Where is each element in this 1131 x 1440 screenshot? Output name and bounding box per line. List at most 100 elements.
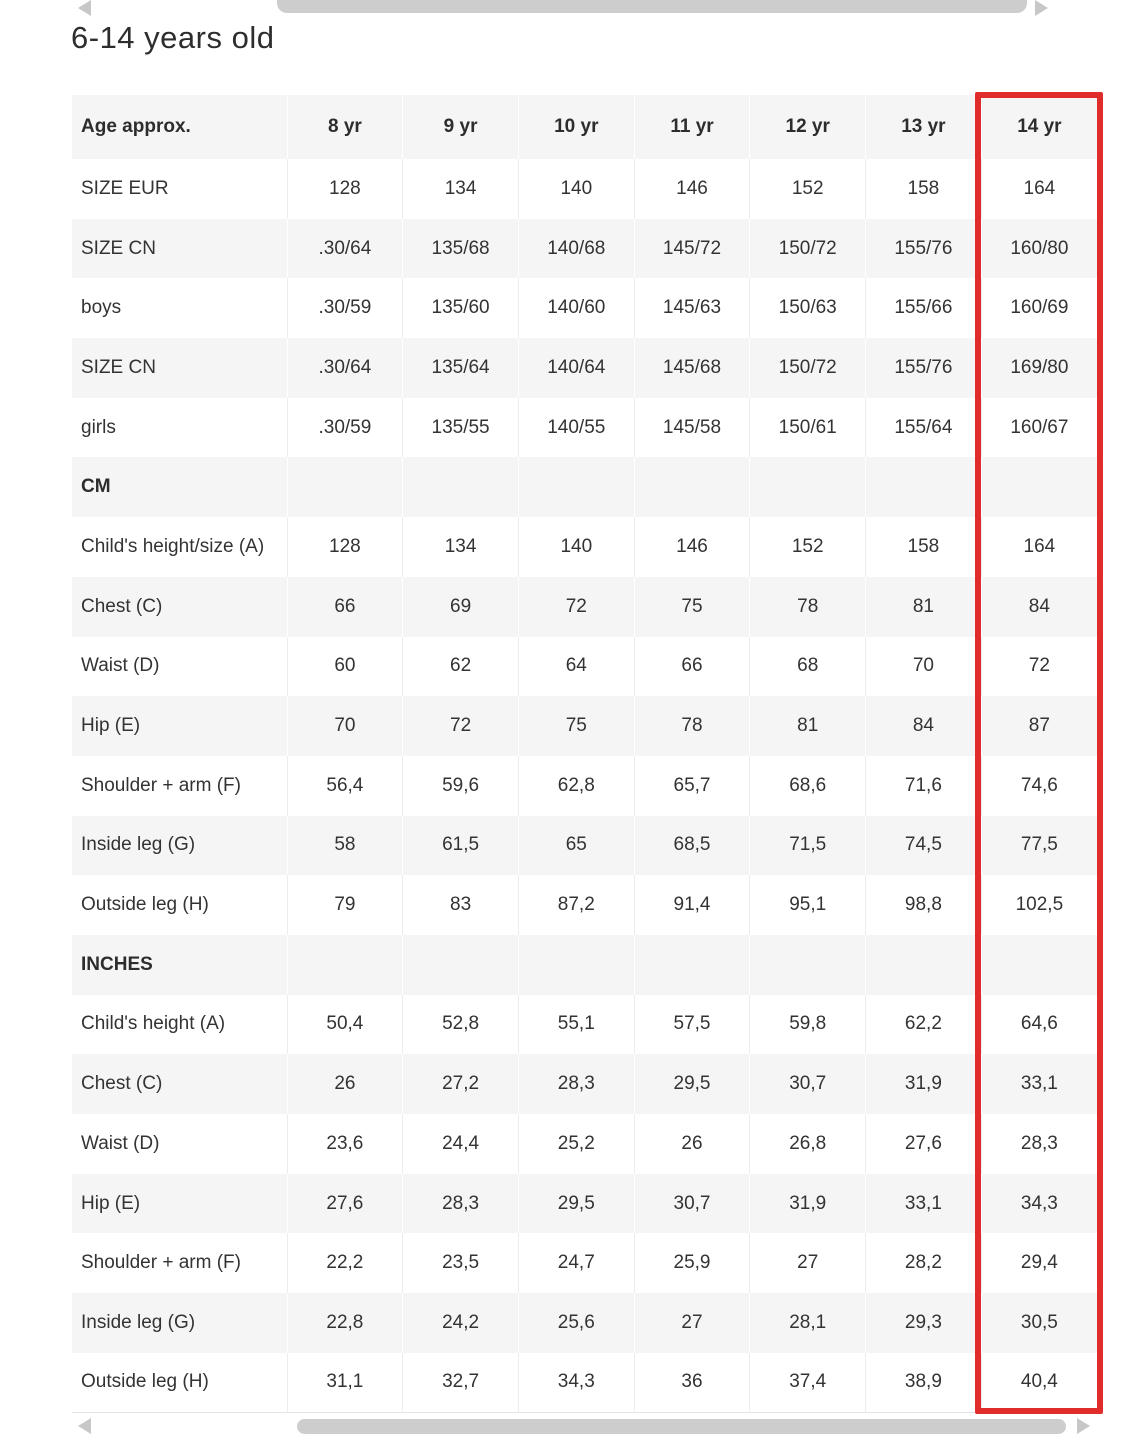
cell: 78 [633, 696, 750, 756]
cell: 61,5 [402, 815, 519, 876]
cell: 140/60 [517, 278, 635, 339]
cell: 145/63 [633, 278, 750, 339]
cell: 27 [633, 1293, 750, 1353]
cell: 146 [633, 517, 750, 577]
cell: 68,5 [633, 815, 750, 876]
cell: 164 [980, 517, 1097, 577]
cell: 158 [865, 517, 982, 577]
cell: 160/69 [980, 278, 1097, 339]
cell: 72 [980, 636, 1097, 697]
table-row: girls .30/59 135/55 140/55 145/58 150/61 155/6… [72, 397, 1097, 458]
cell: 27 [749, 1233, 866, 1294]
row-label: CM [81, 476, 111, 498]
cell: 28,3 [517, 1054, 635, 1114]
cell [286, 934, 403, 995]
cell: 160/80 [980, 218, 1097, 279]
cell: 26 [286, 1054, 403, 1114]
cell: 128 [286, 159, 403, 219]
row-label: Chest (C) [81, 1073, 163, 1095]
cell: 135/55 [402, 397, 519, 458]
section-header-row: CM [72, 457, 1097, 518]
table-header-row: Age approx. 8 yr 9 yr 10 yr 11 yr 12 yr 13 yr 1… [72, 95, 1097, 159]
row-label: Chest (C) [81, 595, 163, 617]
cell: 58 [286, 815, 403, 876]
row-label: Outside leg (H) [81, 1371, 209, 1393]
cell [865, 934, 982, 995]
cell: 98,8 [865, 875, 982, 935]
cell: 22,8 [286, 1293, 403, 1353]
chevron-left-icon[interactable] [78, 0, 91, 16]
row-label: Shoulder + arm (F) [81, 774, 241, 796]
column-header: 11 yr [633, 95, 750, 159]
cell: 70 [286, 696, 403, 756]
horizontal-scrollbar-thumb[interactable] [297, 1419, 1066, 1434]
cell: 150/72 [749, 218, 866, 279]
cell: 24,2 [402, 1293, 519, 1353]
row-label: Waist (D) [81, 655, 160, 677]
cell: 150/61 [749, 397, 866, 458]
cell: .30/59 [286, 397, 403, 458]
cell: 28,1 [749, 1293, 866, 1353]
cell: 74,5 [865, 815, 982, 876]
cell: 72 [402, 696, 519, 756]
row-label: Hip (E) [81, 1192, 141, 1214]
table-row: Outside leg (H) 31,1 32,7 34,3 36 37,4 38,9 40,… [72, 1352, 1097, 1413]
chevron-right-icon[interactable] [1077, 1418, 1090, 1434]
cell: 31,9 [749, 1173, 866, 1234]
cell: 68 [749, 636, 866, 697]
cell: 83 [402, 875, 519, 935]
cell: 34,3 [980, 1173, 1097, 1234]
cell: 134 [402, 517, 519, 577]
cell: 37,4 [749, 1352, 866, 1413]
cell [633, 457, 750, 518]
table-row: Waist (D) 60 62 64 66 68 70 72 [72, 636, 1097, 697]
cell: 150/63 [749, 278, 866, 339]
cell: 29,4 [980, 1233, 1097, 1294]
cell: 81 [749, 696, 866, 756]
page-title: 6-14 years old [71, 20, 275, 55]
row-label: SIZE EUR [81, 177, 169, 199]
cell: 50,4 [286, 994, 403, 1055]
cell: 55,1 [517, 994, 635, 1055]
cell: 160/67 [980, 397, 1097, 458]
cell: 75 [633, 576, 750, 637]
cell: 102,5 [980, 875, 1097, 935]
row-label: SIZE CN [81, 237, 156, 259]
cell: 27,6 [865, 1114, 982, 1174]
cell: 78 [749, 576, 866, 637]
cell: 128 [286, 517, 403, 577]
cell: 64 [517, 636, 635, 697]
cell: 152 [749, 159, 866, 219]
cell: 155/76 [865, 218, 982, 279]
cell: 30,7 [749, 1054, 866, 1114]
cell: 152 [749, 517, 866, 577]
chevron-right-icon[interactable] [1035, 0, 1048, 16]
cell: 59,6 [402, 755, 519, 816]
cell: 65,7 [633, 755, 750, 816]
cell: 26 [633, 1114, 750, 1174]
cell: 91,4 [633, 875, 750, 935]
cell: 158 [865, 159, 982, 219]
cell: 28,3 [402, 1173, 519, 1234]
table-row: SIZE CN .30/64 135/68 140/68 145/72 150/72 155… [72, 218, 1097, 279]
chevron-left-icon[interactable] [78, 1418, 91, 1434]
cell: 145/58 [633, 397, 750, 458]
cell: 26,8 [749, 1114, 866, 1174]
cell: 145/68 [633, 338, 750, 398]
cell [865, 457, 982, 518]
cell: 134 [402, 159, 519, 219]
table-row: Waist (D) 23,6 24,4 25,2 26 26,8 27,6 28,3 [72, 1114, 1097, 1174]
table-row: Outside leg (H) 79 83 87,2 91,4 95,1 98,8 102,5 [72, 875, 1097, 935]
cell: 140/64 [517, 338, 635, 398]
cell: 22,2 [286, 1233, 403, 1294]
cell: 145/72 [633, 218, 750, 279]
cell: 135/60 [402, 278, 519, 339]
column-header: 8 yr [286, 95, 403, 159]
cell: 38,9 [865, 1352, 982, 1413]
cell: 74,6 [980, 755, 1097, 816]
horizontal-scrollbar-thumb[interactable] [277, 0, 1027, 13]
row-label: boys [81, 297, 122, 319]
cell: 140/68 [517, 218, 635, 279]
cell: 59,8 [749, 994, 866, 1055]
cell [749, 457, 866, 518]
